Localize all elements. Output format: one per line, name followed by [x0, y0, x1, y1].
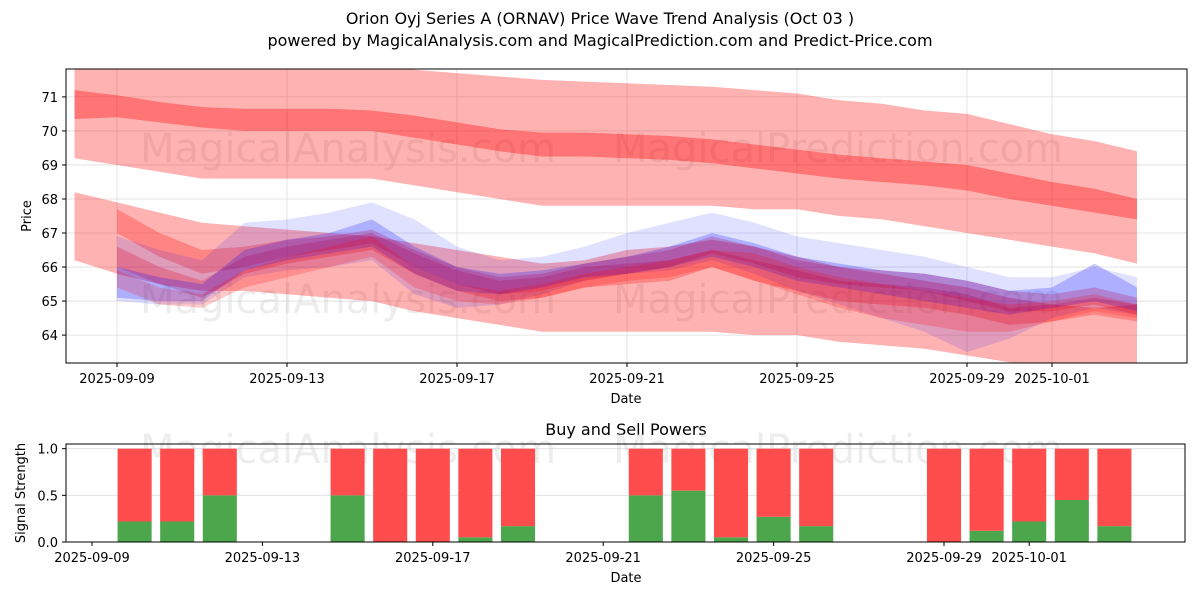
buy-bar: [202, 495, 237, 542]
sell-bar: [1054, 448, 1089, 500]
price-x-tick-label: 2025-09-29: [929, 372, 1005, 387]
powers-y-tick-label: 1.0: [37, 443, 58, 458]
buy-bar: [1097, 526, 1132, 542]
band-wave-band-5: [117, 236, 1137, 332]
price-y-tick-label: 71: [41, 91, 58, 106]
powers-axes-frame: [65, 443, 1186, 543]
powers-x-tick-label: 2025-09-21: [565, 551, 641, 566]
buy-bar: [160, 521, 195, 542]
price-y-axis-label: Price: [20, 200, 35, 232]
sell-bar: [969, 448, 1004, 531]
powers-x-tick-label: 2025-09-13: [225, 551, 301, 566]
powers-y-tick-label: 0.5: [37, 489, 58, 504]
sell-bar: [756, 448, 791, 517]
price-x-tick-label: 2025-10-01: [1014, 372, 1090, 387]
buy-bar: [117, 521, 152, 542]
powers-x-tick-label: 2025-09-29: [906, 551, 982, 566]
buy-bar: [713, 537, 749, 542]
price-y-tick-label: 65: [41, 295, 58, 310]
sell-bar: [160, 448, 195, 522]
band-upper-wide-band: [74, 69, 1137, 264]
price-y-tick-label: 64: [41, 329, 58, 344]
price-x-tick-label: 2025-09-09: [79, 372, 155, 387]
watermark-mid-right: MagicalPrediction.com: [613, 277, 1063, 323]
band-upper-trend-band: [74, 90, 1137, 220]
sell-bar: [713, 448, 749, 538]
buy-bar: [628, 495, 663, 542]
sell-bar: [500, 448, 536, 527]
price-x-axis-label: Date: [610, 392, 641, 407]
chart-title: Orion Oyj Series A (ORNAV) Price Wave Tr…: [345, 9, 855, 28]
price-x-tick-label: 2025-09-13: [249, 372, 325, 387]
watermark-top-left: MagicalAnalysis.com: [140, 126, 556, 172]
sell-bar: [330, 448, 365, 496]
buy-bar: [969, 530, 1004, 542]
powers-x-tick-label: 2025-09-09: [54, 551, 130, 566]
powers-y-ticks: 0.0 0.5 1.0: [37, 443, 66, 551]
price-bands: [74, 69, 1137, 363]
price-x-tick-label: 2025-09-17: [419, 372, 495, 387]
watermark-top-right: MagicalPrediction.com: [613, 126, 1063, 172]
buy-bar: [458, 537, 493, 542]
price-x-ticks: 2025-09-09 2025-09-13 2025-09-17 2025-09-21…: [79, 363, 1090, 387]
price-y-tick-label: 69: [41, 159, 58, 174]
band-lower-wide-band: [74, 192, 1137, 363]
sell-bar: [202, 448, 237, 496]
powers-y-axis-label: Signal Strength: [14, 443, 29, 543]
powers-x-tick-label: 2025-09-17: [395, 551, 471, 566]
price-grid: [66, 69, 1187, 363]
sell-bar: [671, 448, 706, 491]
buy-bar: [500, 526, 536, 542]
powers-title: Buy and Sell Powers: [545, 420, 707, 439]
buy-bar: [756, 516, 791, 542]
buy-bar: [799, 526, 834, 542]
sell-bar: [415, 448, 450, 542]
watermark-mid-left: MagicalAnalysis.com: [140, 277, 556, 323]
price-x-tick-label: 2025-09-25: [759, 372, 835, 387]
buy-bar: [671, 490, 706, 542]
sell-bar: [458, 448, 493, 538]
buy-bar: [330, 495, 365, 542]
sell-bar: [628, 448, 663, 496]
band-wave-band-4: [117, 219, 1137, 315]
price-y-tick-label: 70: [41, 125, 58, 140]
band-wave-band-2: [117, 233, 1137, 325]
buy-bar: [1054, 500, 1089, 542]
sell-bar: [926, 448, 962, 542]
price-y-tick-label: 67: [41, 227, 58, 242]
price-y-ticks: 64 65 66 67 68 69 70 71: [41, 91, 66, 344]
sell-bar: [1097, 448, 1132, 527]
sell-bar: [373, 448, 408, 542]
sell-bar: [117, 448, 152, 522]
powers-x-tick-label: 2025-09-25: [736, 551, 812, 566]
powers-bars: [117, 448, 1132, 542]
price-y-tick-label: 68: [41, 193, 58, 208]
chart-subtitle: powered by MagicalAnalysis.com and Magic…: [267, 31, 933, 50]
powers-x-tick-label: 2025-10-01: [991, 551, 1067, 566]
powers-x-ticks: 2025-09-09 2025-09-13 2025-09-17 2025-09-21…: [54, 542, 1067, 566]
buy-bar: [1012, 521, 1047, 542]
band-wave-band-3: [117, 202, 1137, 353]
powers-y-tick-label: 0.0: [37, 536, 58, 551]
price-y-tick-label: 66: [41, 261, 58, 276]
powers-x-axis-label: Date: [610, 571, 641, 586]
band-wave-band-1: [117, 209, 1137, 315]
sell-bar: [799, 448, 834, 527]
price-x-tick-label: 2025-09-21: [589, 372, 665, 387]
sell-bar: [1012, 448, 1047, 522]
